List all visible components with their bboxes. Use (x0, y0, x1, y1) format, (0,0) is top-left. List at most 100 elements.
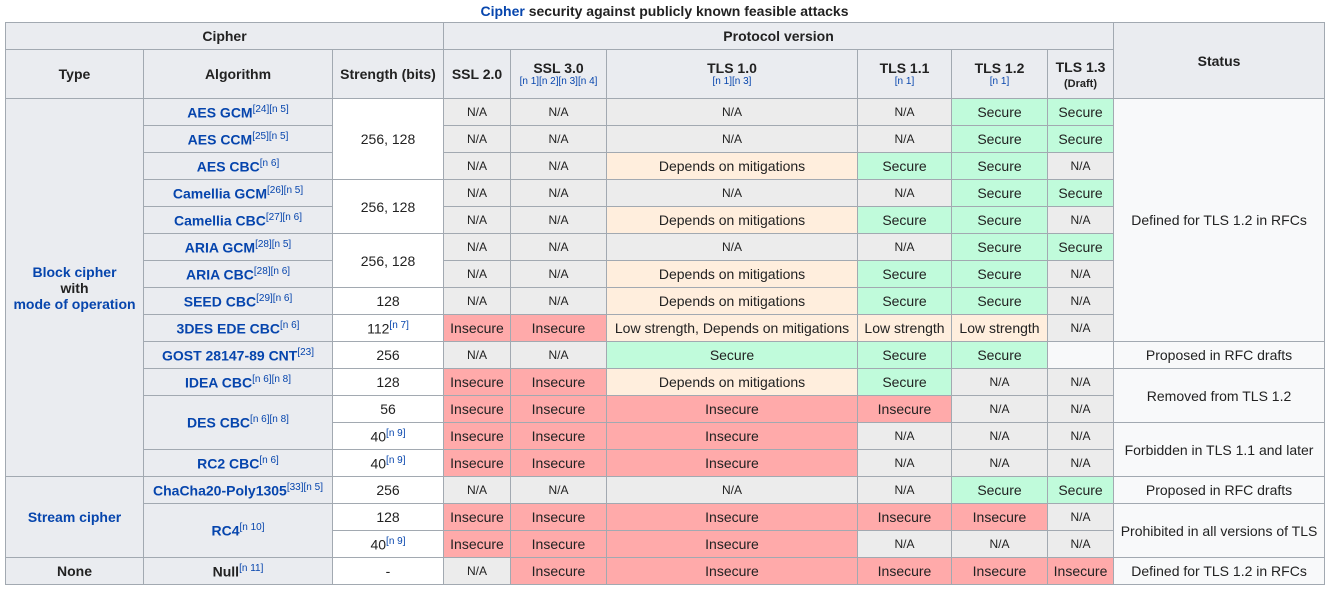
status-proposed-rfc-drafts: Proposed in RFC drafts (1113, 476, 1326, 504)
cell-secure: Secure (1046, 98, 1115, 126)
block-cipher-with: with (60, 279, 89, 296)
cell-insecure: Insecure (510, 422, 607, 450)
gost-link[interactable]: GOST 28147-89 CNT (161, 347, 298, 364)
cell-insecure: Insecure (510, 557, 607, 585)
cell-secure: Secure (606, 341, 858, 369)
algorithm-rc4: RC4[n 10] (143, 503, 333, 558)
cell-na: N/A (510, 125, 607, 153)
tls11-refs[interactable]: [n 1] (894, 76, 915, 87)
cell-insecure: Insecure (510, 314, 607, 342)
aes-ccm-link[interactable]: AES CCM (187, 131, 253, 148)
3des-ref[interactable]: [n 6] (280, 319, 300, 331)
cell-na: N/A (510, 260, 607, 288)
cell-na: N/A (510, 206, 607, 234)
seed-cbc-ref[interactable]: [29][n 6] (256, 292, 293, 304)
algorithm-3des-ede-cbc: 3DES EDE CBC[n 6] (143, 314, 333, 342)
cell-na: N/A (510, 476, 607, 504)
cell-na: N/A (857, 179, 952, 207)
cell-secure: Secure (951, 287, 1048, 315)
null-ref[interactable]: [n 11] (239, 562, 264, 574)
cell-na: N/A (1046, 449, 1115, 477)
3des-link[interactable]: 3DES EDE CBC (176, 320, 280, 337)
algorithm-aria-cbc: ARIA CBC[28][n 6] (143, 260, 333, 288)
ssl30-refs[interactable]: [n 1][n 2][n 3][n 4] (519, 76, 598, 87)
cell-secure: Secure (1046, 125, 1115, 153)
tls12-refs[interactable]: [n 1] (989, 76, 1010, 87)
camellia-cbc-ref[interactable]: [27][n 6] (265, 211, 302, 223)
tls10-label: TLS 1.0 (707, 60, 757, 76)
cell-na: N/A (443, 341, 511, 369)
idea-link[interactable]: IDEA CBC (184, 374, 253, 391)
aes-gcm-ref[interactable]: [24][n 5] (252, 103, 289, 115)
cell-insecure: Insecure (857, 395, 952, 423)
rc4-ref[interactable]: [n 10] (239, 522, 265, 534)
cell-depends-on-mitigations: Depends on mitigations (606, 260, 858, 288)
cipher-security-table: Cipher Protocol version Status Type Algo… (5, 22, 1326, 585)
cell-secure: Secure (951, 341, 1048, 369)
header-tls13: TLS 1.3 (Draft) (1046, 49, 1115, 99)
aria-gcm-ref[interactable]: [28][n 5] (255, 238, 292, 250)
tls10-refs[interactable]: [n 1][n 3] (712, 76, 752, 87)
header-ssl30: SSL 3.0 [n 1][n 2][n 3][n 4] (510, 49, 607, 99)
rc2-ref[interactable]: [n 6] (259, 454, 279, 466)
aes-gcm-link[interactable]: AES GCM (187, 104, 253, 121)
cell-insecure: Insecure (606, 557, 858, 585)
aria-cbc-link[interactable]: ARIA CBC (185, 266, 254, 283)
strength-des-56: 56 (332, 395, 444, 423)
status-defined-tls12-null: Defined for TLS 1.2 in RFCs (1113, 557, 1326, 585)
stream-cipher-link[interactable]: Stream cipher (27, 509, 122, 525)
3des-strength-ref[interactable]: [n 7] (389, 319, 409, 331)
chacha20-link[interactable]: ChaCha20-Poly1305 (153, 482, 287, 499)
aria-cbc-ref[interactable]: [28][n 6] (253, 265, 291, 277)
cell-insecure: Insecure (857, 503, 952, 531)
rc2-strength-ref[interactable]: [n 9] (386, 454, 406, 466)
cell-depends-on-mitigations: Depends on mitigations (606, 287, 858, 315)
block-cipher-link[interactable]: Block cipher (32, 263, 117, 280)
header-cipher: Cipher (5, 22, 444, 50)
des-ref[interactable]: [n 6][n 8] (250, 414, 289, 426)
status-forbidden-tls11: Forbidden in TLS 1.1 and later (1113, 422, 1326, 477)
cell-secure: Secure (951, 179, 1048, 207)
cell-na: N/A (443, 260, 511, 288)
seed-cbc-link[interactable]: SEED CBC (183, 293, 257, 310)
strength-des-40: 40[n 9] (332, 422, 444, 450)
camellia-cbc-link[interactable]: Camellia CBC (174, 212, 266, 229)
cell-low-strength: Low strength (951, 314, 1048, 342)
cell-na: N/A (443, 476, 511, 504)
cell-na: N/A (510, 152, 607, 180)
aes-cbc-ref[interactable]: [n 6] (259, 157, 280, 169)
type-stream-cipher: Stream cipher (5, 476, 144, 558)
algorithm-aes-gcm: AES GCM[24][n 5] (143, 98, 333, 126)
cell-na: N/A (857, 530, 952, 558)
aes-cbc-link[interactable]: AES CBC (196, 158, 260, 175)
chacha20-ref[interactable]: [33][n 5] (286, 481, 323, 493)
idea-ref[interactable]: [n 6][n 8] (252, 373, 292, 385)
tls11-label: TLS 1.1 (879, 60, 930, 76)
aria-gcm-link[interactable]: ARIA GCM (184, 239, 256, 256)
strength-aes: 256, 128 (332, 98, 444, 180)
camellia-gcm-link[interactable]: Camellia GCM (172, 185, 267, 202)
cell-secure: Secure (857, 206, 952, 234)
mode-of-operation-link[interactable]: mode of operation (13, 295, 136, 312)
cell-depends-on-mitigations: Depends on mitigations (606, 206, 858, 234)
gost-ref[interactable]: [23] (297, 346, 315, 358)
aes-ccm-ref[interactable]: [25][n 5] (252, 130, 289, 142)
cell-secure: Secure (951, 98, 1048, 126)
type-block-cipher: Block cipher with mode of operation (5, 98, 144, 477)
rc2-link[interactable]: RC2 CBC (197, 455, 260, 472)
des-link[interactable]: DES CBC (187, 414, 251, 431)
cipher-link[interactable]: Cipher (480, 3, 525, 19)
header-type: Type (5, 49, 144, 99)
rc4-40-ref[interactable]: [n 9] (386, 535, 406, 547)
cell-secure: Secure (951, 476, 1048, 504)
camellia-gcm-ref[interactable]: [26][n 5] (267, 184, 304, 196)
cell-insecure: Insecure (510, 368, 607, 396)
cell-secure: Secure (1046, 476, 1115, 504)
algorithm-null: Null[n 11] (143, 557, 333, 585)
cell-insecure: Insecure (443, 449, 511, 477)
strength-seed: 128 (332, 287, 444, 315)
rc4-link[interactable]: RC4 (211, 522, 240, 539)
strength-null: - (332, 557, 444, 585)
des40-ref[interactable]: [n 9] (386, 427, 406, 439)
strength-rc2: 40[n 9] (332, 449, 444, 477)
